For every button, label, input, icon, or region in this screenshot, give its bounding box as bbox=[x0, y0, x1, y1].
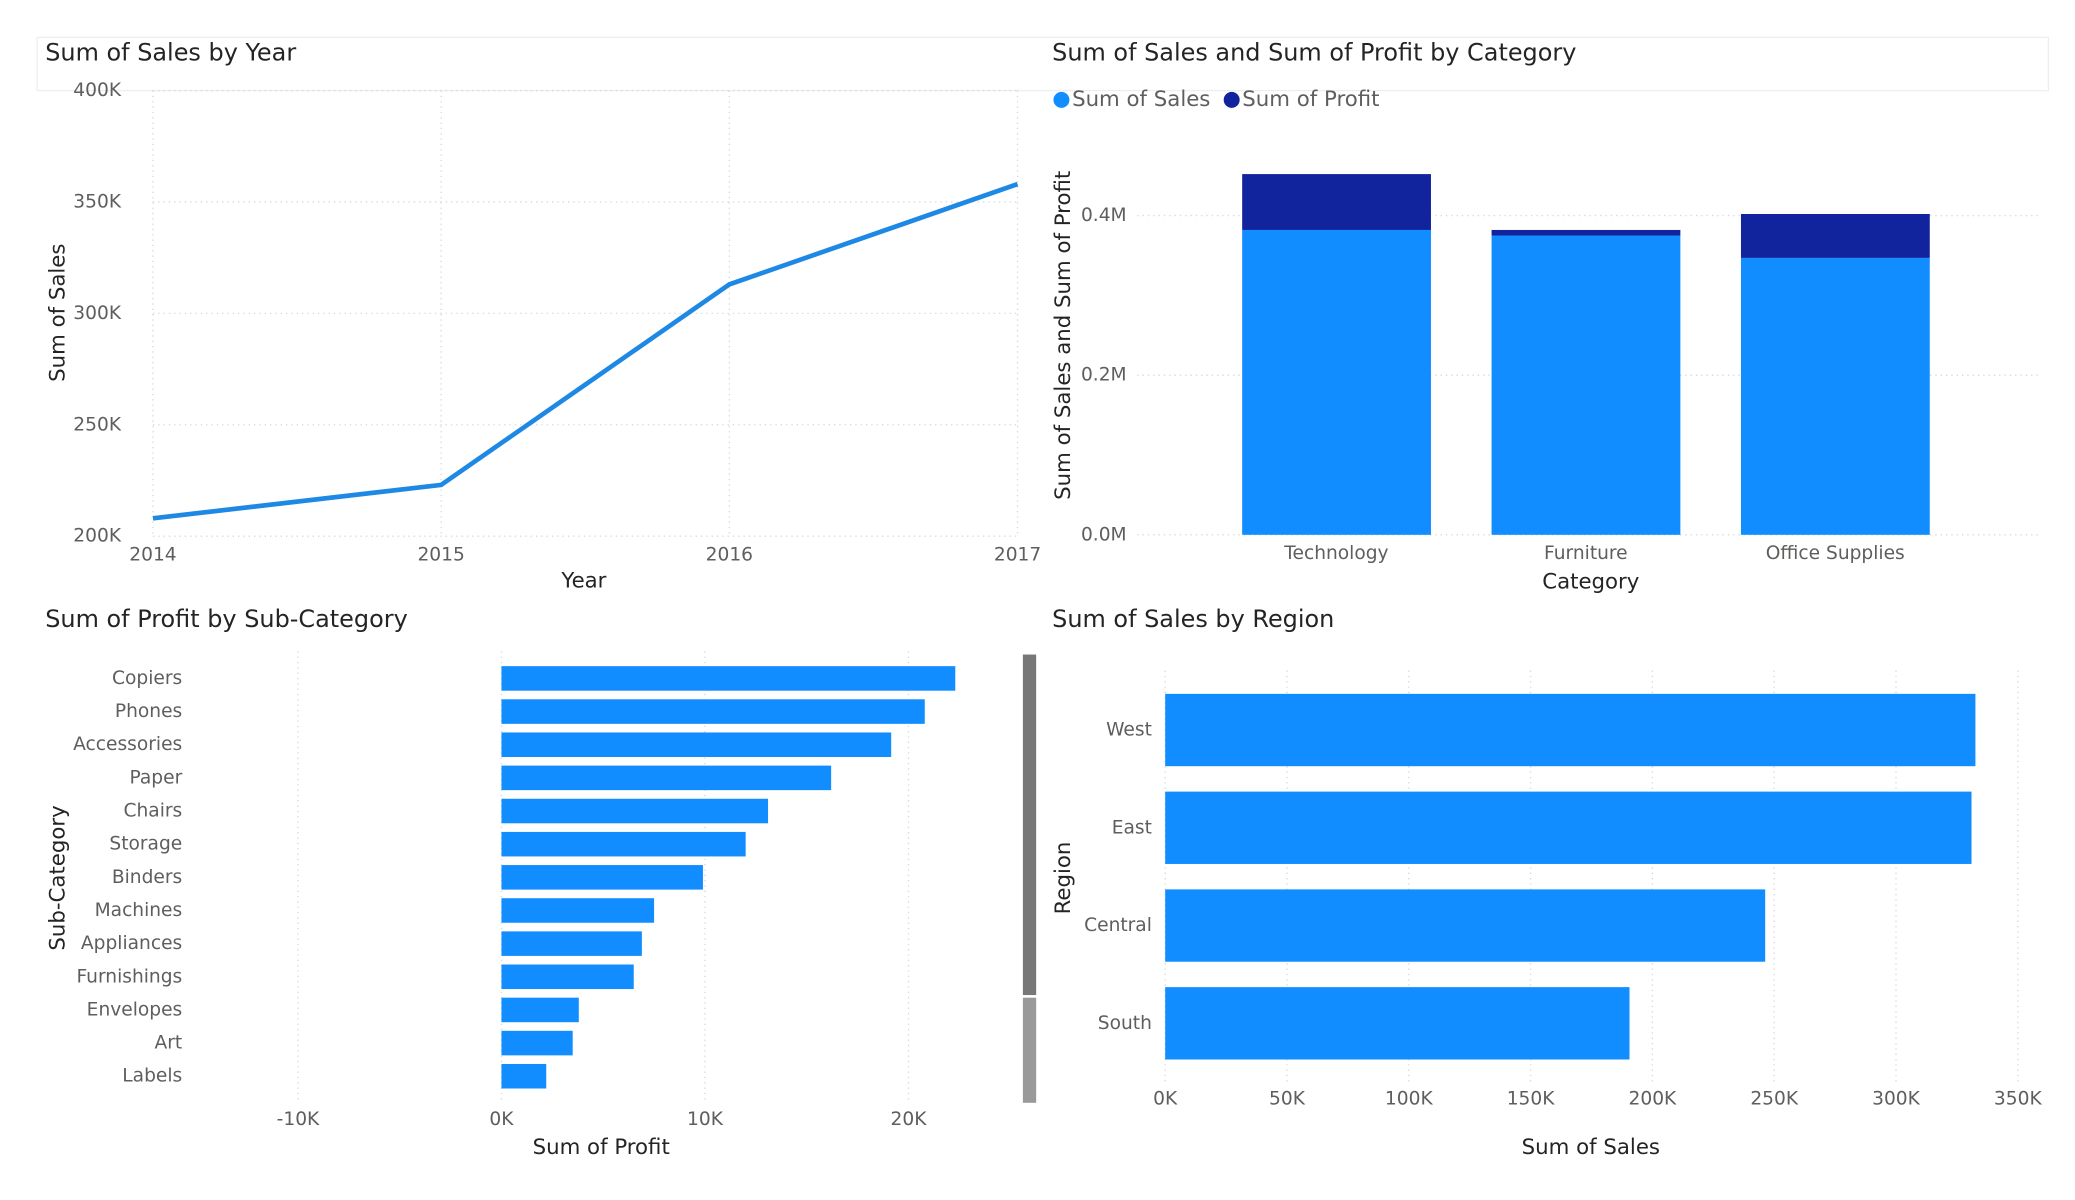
y-tick-label: 0.2M bbox=[1081, 365, 1127, 386]
x-tick-label: Office Supplies bbox=[1766, 543, 1905, 564]
y-tick-label: South bbox=[1098, 1013, 1152, 1034]
bar bbox=[1165, 889, 1766, 962]
bar bbox=[501, 1030, 573, 1056]
bar bbox=[501, 666, 956, 691]
y-tick-label: Copiers bbox=[112, 668, 182, 689]
x-tick-label: 2014 bbox=[129, 544, 176, 565]
chart-title: Sum of Sales by Year bbox=[45, 38, 296, 66]
y-tick-label: 300K bbox=[73, 303, 122, 324]
y-tick-label: Furnishings bbox=[76, 966, 182, 987]
legend-marker bbox=[1223, 91, 1240, 108]
bar bbox=[1165, 693, 1976, 767]
y-tick-label: 0.4M bbox=[1081, 205, 1127, 226]
y-tick-label: Chairs bbox=[124, 801, 183, 822]
y-axis-title: Sum of Sales and Sum of Profit bbox=[1051, 171, 1076, 500]
x-tick-label: Technology bbox=[1283, 543, 1388, 564]
scrollbar-track[interactable] bbox=[1022, 997, 1037, 1103]
x-tick-label: 20K bbox=[891, 1109, 928, 1130]
bar bbox=[1165, 791, 1972, 864]
y-axis-title: Sub-Category bbox=[46, 805, 71, 950]
x-tick-label: 350K bbox=[1994, 1088, 2043, 1109]
y-tick-label: Appliances bbox=[81, 933, 182, 954]
y-tick-label: Labels bbox=[122, 1066, 182, 1087]
y-axis-title: Sum of Sales bbox=[46, 244, 71, 382]
x-tick-label: 0K bbox=[1153, 1088, 1178, 1109]
y-tick-label: 0.0M bbox=[1081, 524, 1127, 545]
bar bbox=[1165, 987, 1630, 1060]
y-tick-label: 400K bbox=[73, 80, 122, 101]
bar-segment bbox=[1491, 229, 1681, 236]
y-tick-label: Binders bbox=[112, 867, 182, 888]
y-tick-label: East bbox=[1112, 817, 1152, 838]
bar bbox=[501, 898, 655, 923]
x-tick-label: 2017 bbox=[994, 544, 1041, 565]
bar bbox=[501, 931, 642, 956]
line bbox=[152, 181, 1019, 521]
x-tick-label: 150K bbox=[1507, 1088, 1556, 1109]
bar bbox=[501, 997, 579, 1023]
bar-segment bbox=[1491, 235, 1681, 535]
y-tick-label: Art bbox=[155, 1033, 183, 1054]
x-tick-label: -10K bbox=[277, 1109, 320, 1130]
bar bbox=[501, 964, 634, 990]
y-tick-label: Envelopes bbox=[87, 999, 183, 1020]
x-tick-label: 200K bbox=[1629, 1088, 1678, 1109]
y-tick-label: West bbox=[1106, 720, 1152, 741]
y-axis-title: Region bbox=[1051, 842, 1076, 915]
x-tick-label: 50K bbox=[1269, 1088, 1306, 1109]
y-tick-label: Storage bbox=[109, 834, 182, 855]
x-tick-label: 2016 bbox=[706, 544, 753, 565]
chart-title: Sum of Sales and Sum of Profit by Catego… bbox=[1052, 38, 1576, 66]
x-tick-label: 10K bbox=[687, 1109, 724, 1130]
panel-border bbox=[36, 36, 2050, 92]
y-tick-label: 200K bbox=[73, 526, 122, 547]
x-tick-label: 250K bbox=[1750, 1088, 1799, 1109]
y-tick-label: Paper bbox=[130, 767, 183, 788]
scrollbar-thumb[interactable] bbox=[1022, 654, 1037, 996]
bar bbox=[501, 699, 925, 724]
bar bbox=[501, 831, 746, 857]
y-tick-label: Phones bbox=[115, 701, 182, 722]
y-tick-label: Central bbox=[1084, 915, 1152, 936]
x-tick-label: 300K bbox=[1872, 1088, 1921, 1109]
bar bbox=[501, 798, 769, 824]
bar-segment bbox=[1740, 257, 1930, 535]
x-axis-title: Sum of Profit bbox=[533, 1135, 670, 1160]
bar-segment bbox=[1242, 174, 1431, 230]
y-tick-label: Accessories bbox=[73, 734, 182, 755]
bar bbox=[501, 732, 892, 757]
x-axis-title: Year bbox=[560, 568, 606, 593]
x-tick-label: 2015 bbox=[417, 544, 464, 565]
bar bbox=[501, 865, 703, 890]
x-tick-label: 0K bbox=[489, 1109, 514, 1130]
legend-label: Sum of Profit bbox=[1242, 87, 1379, 112]
y-tick-label: Machines bbox=[95, 900, 183, 921]
chart-title: Sum of Profit by Sub-Category bbox=[45, 605, 408, 633]
bar bbox=[501, 1063, 547, 1089]
x-axis-title: Sum of Sales bbox=[1522, 1135, 1660, 1160]
bar-segment bbox=[1740, 213, 1930, 258]
bar bbox=[501, 765, 832, 791]
x-tick-label: Furniture bbox=[1544, 543, 1628, 564]
x-tick-label: 100K bbox=[1385, 1088, 1434, 1109]
chart-title: Sum of Sales by Region bbox=[1052, 605, 1334, 633]
x-axis-title: Category bbox=[1542, 570, 1639, 595]
y-tick-label: 250K bbox=[73, 414, 122, 435]
y-tick-label: 350K bbox=[73, 191, 122, 212]
legend-label: Sum of Sales bbox=[1072, 87, 1210, 112]
legend-marker bbox=[1053, 91, 1070, 108]
bar-segment bbox=[1242, 229, 1431, 535]
